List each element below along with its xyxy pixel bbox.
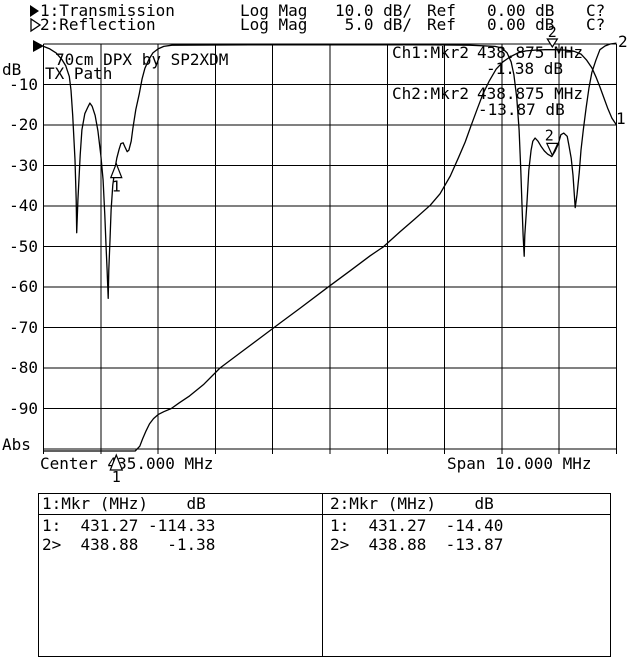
channel2-cal-status: C? <box>586 15 606 34</box>
marker-table-ch2-header: 2:Mkr (MHz) dB <box>323 494 610 515</box>
y-axis-tick-label: -90 <box>9 398 38 418</box>
readout-ch1-label: Ch1:Mkr2 <box>392 43 470 62</box>
trace1-end-label: 1 <box>616 109 626 128</box>
marker-table-ch1-row1: 1: 431.27 -114.33 <box>42 516 216 535</box>
marker-tables: 1:Mkr (MHz) dB 1: 431.27 -114.33 2> 438.… <box>38 493 611 657</box>
readout-ch1-value: -1.38 dB <box>486 59 564 78</box>
y-axis-tick-label: -70 <box>9 317 38 337</box>
channel1-format: Log Mag <box>240 1 308 20</box>
marker2-trace2-arrow-icon <box>545 142 559 157</box>
y-axis-bottom-label: Abs <box>2 435 31 454</box>
channel1-scale: 10.0 dB/ <box>334 1 412 20</box>
readout-ch2-freq: 438.875 MHz <box>477 84 583 103</box>
channel1-label: 1:Transmission <box>40 1 175 20</box>
marker2-trace2-number: 2 <box>545 126 554 144</box>
y-axis-tick-label: -50 <box>9 236 38 256</box>
marker-table-ch2: 2:Mkr (MHz) dB 1: 431.27 -14.40 2> 438.8… <box>323 494 610 656</box>
trace2-end-label: 2 <box>618 32 628 51</box>
y-axis-tick-label: -40 <box>9 196 38 215</box>
plot-title-line2: TX Path <box>45 64 113 83</box>
y-axis-tick-label: -10 <box>9 74 38 94</box>
ref-level-icon <box>33 40 44 52</box>
channel1-ref-value: 0.00 dB <box>487 1 555 20</box>
channel2-ref-value: 0.00 dB <box>487 15 555 34</box>
channel2-scale: 5.0 dB/ <box>344 15 412 34</box>
y-axis-tick-label: -20 <box>9 115 38 134</box>
y-axis-tick-label: -80 <box>9 358 38 377</box>
channel1-cal-status: C? <box>586 1 606 20</box>
marker-table-ch1-header: 1:Mkr (MHz) dB <box>39 494 322 515</box>
marker-table-ch1: 1:Mkr (MHz) dB 1: 431.27 -114.33 2> 438.… <box>39 494 323 656</box>
channel1-ref-label: Ref <box>427 1 456 20</box>
channel2-active-icon <box>30 17 42 33</box>
readout-ch2-label: Ch2:Mkr2 <box>392 84 470 103</box>
center-frequency-label: Center 435.000 MHz <box>40 454 214 473</box>
y-axis-tick-label: -60 <box>9 277 38 296</box>
channel1-active-icon <box>30 5 39 17</box>
y-axis-unit: dB <box>2 60 22 79</box>
y-axis-tick-label: -30 <box>9 155 38 175</box>
readout-ch2-value: -13.87 dB <box>478 100 565 119</box>
readout-ch1-freq: 438.875 MHz <box>477 43 583 62</box>
marker-table-ch1-row2: 2> 438.88 -1.38 <box>42 535 216 554</box>
marker-table-ch2-row1: 1: 431.27 -14.40 <box>330 516 504 535</box>
marker1-trace2-number: 1 <box>112 178 121 196</box>
marker1-trace2-arrow-icon <box>109 161 123 179</box>
marker-table-ch2-row2: 2> 438.88 -13.87 <box>330 535 504 554</box>
span-label: Span 10.000 MHz <box>447 454 592 473</box>
channel2-ref-label: Ref <box>427 15 456 34</box>
trace-reflection <box>43 42 617 299</box>
channel2-label: 2:Reflection <box>40 15 156 34</box>
channel2-format: Log Mag <box>240 15 308 34</box>
